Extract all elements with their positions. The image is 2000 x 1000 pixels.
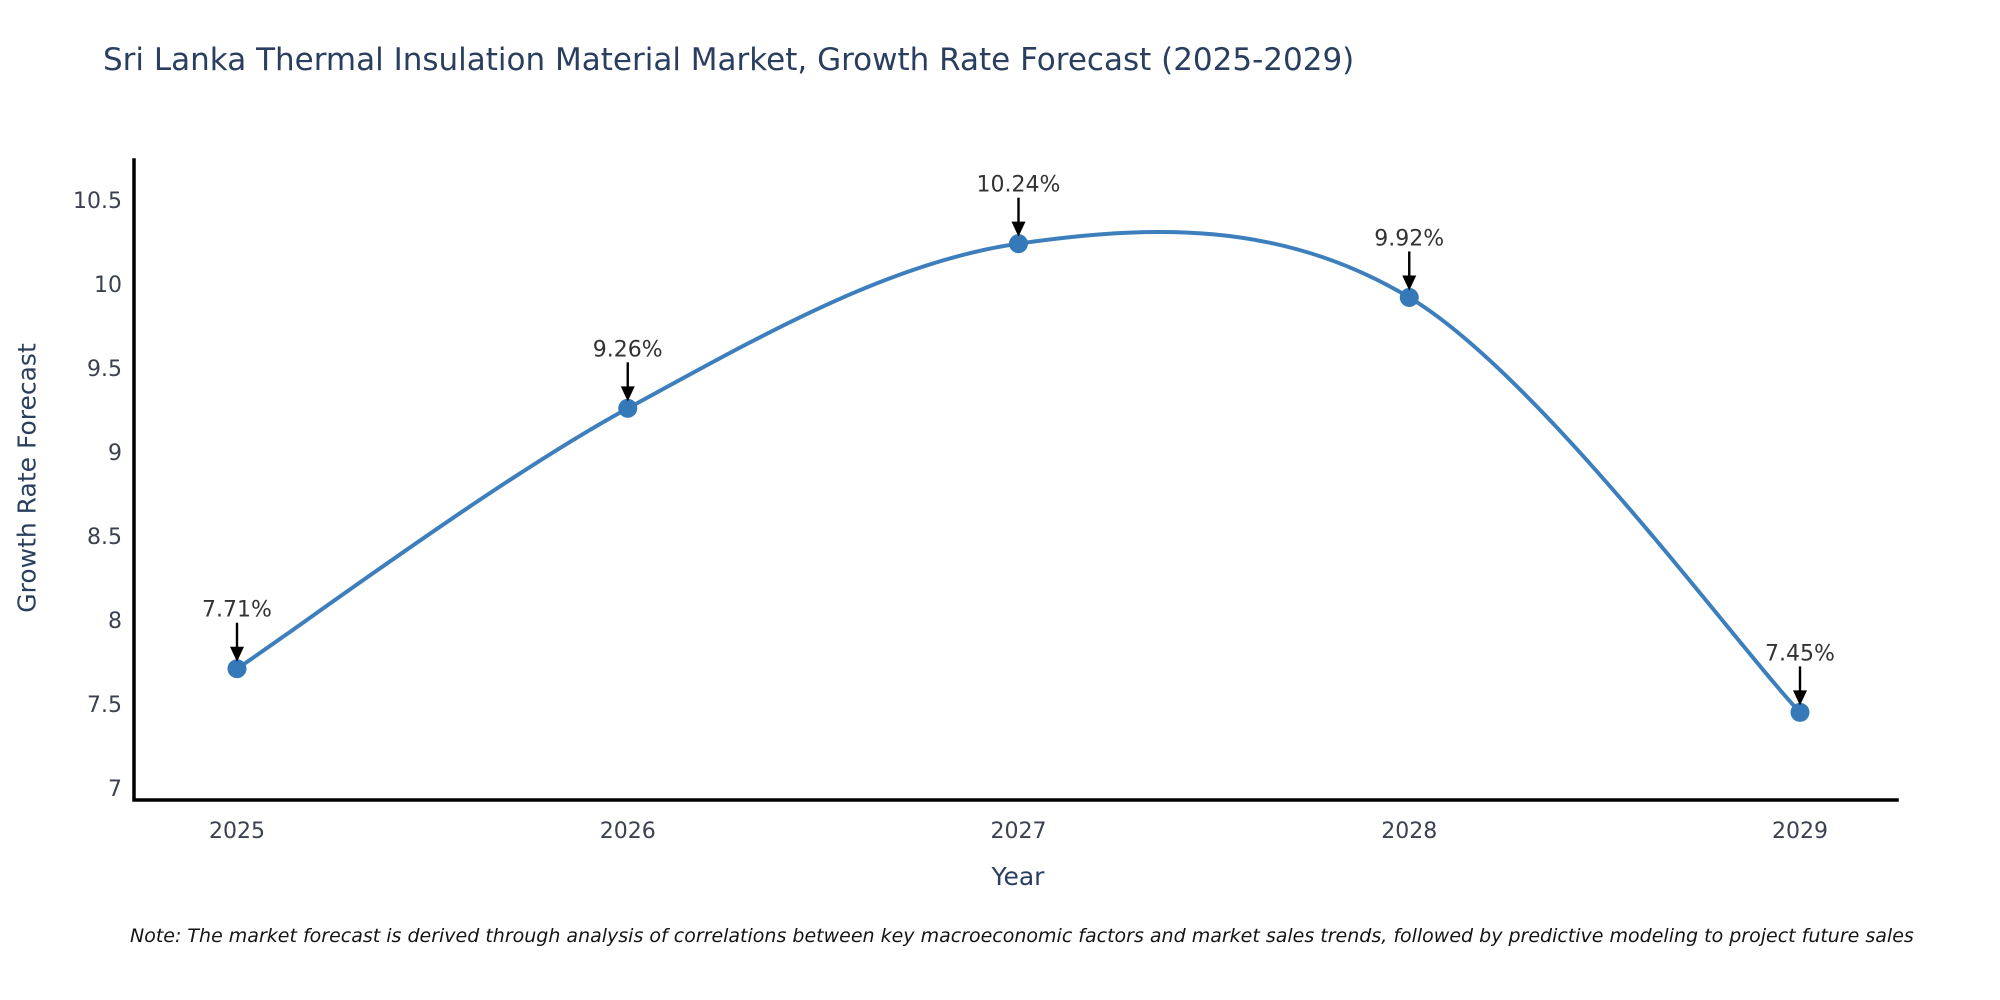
forecast-line [235,229,1802,715]
data-point-marker[interactable] [1399,287,1419,307]
data-point-marker[interactable] [227,659,247,679]
x-tick-label: 2029 [1772,819,1828,844]
annotation-arrowhead [1793,690,1807,706]
y-tick-label: 7 [108,777,122,802]
annotation-arrowhead [1402,275,1417,291]
x-tick-label: 2028 [1381,819,1437,844]
y-tick-label: 9 [108,441,122,466]
data-point-label: 10.24% [977,173,1061,198]
annotation-arrowhead [230,646,244,662]
data-point-label: 9.92% [1374,226,1444,251]
y-tick-label: 10 [94,273,122,298]
data-point-label: 9.26% [593,337,663,362]
x-tick-label: 2027 [991,819,1047,844]
y-tick-label: 9.5 [87,357,122,382]
y-tick-label: 8.5 [87,525,122,550]
y-tick-label: 7.5 [87,693,122,718]
axis-spines [132,158,1899,802]
y-tick-label: 10.5 [73,189,122,214]
chart-title: Sri Lanka Thermal Insulation Material Ma… [103,42,1355,78]
data-point-marker[interactable] [1790,702,1810,722]
data-point-label: 7.45% [1765,641,1835,666]
y-tick-label: 8 [108,609,122,634]
annotation-arrowhead [620,386,635,402]
x-tick-label: 2025 [209,819,265,844]
data-point-marker[interactable] [1009,234,1028,254]
data-point-marker[interactable] [618,398,638,418]
footnote: Note: The market forecast is derived thr… [130,925,1914,947]
x-tick-label: 2026 [600,819,656,844]
x-axis-title: Year [991,862,1045,891]
annotation-arrowhead [1011,221,1026,237]
data-point-label: 7.71% [202,598,272,623]
